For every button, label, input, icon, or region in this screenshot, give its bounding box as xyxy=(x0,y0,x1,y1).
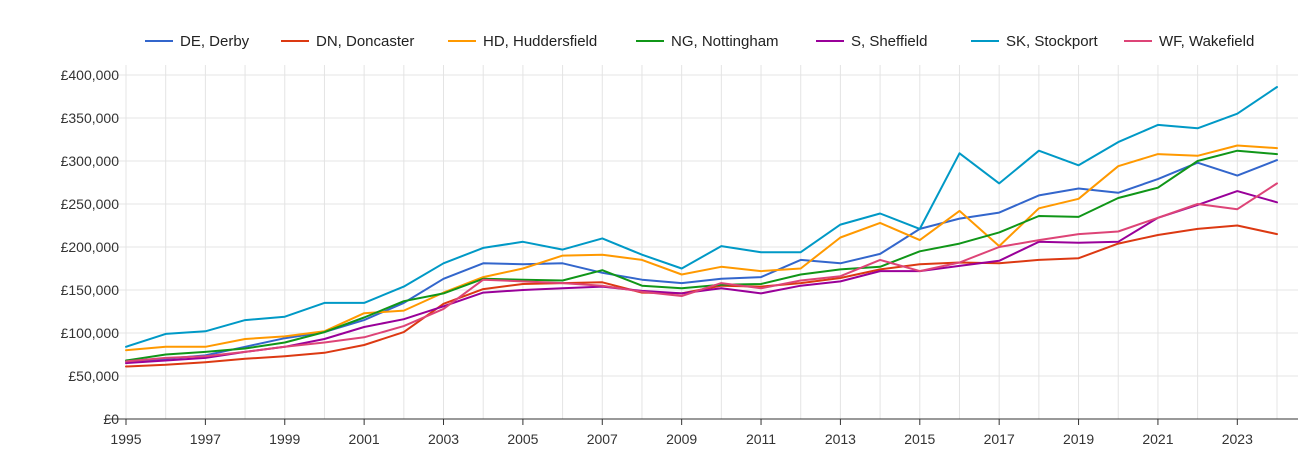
series-lines xyxy=(125,86,1278,368)
series-line-3 xyxy=(125,149,1278,362)
legend-label: SK, Stockport xyxy=(1006,33,1099,50)
x-tick-label: 2007 xyxy=(587,431,618,447)
y-axis: £0£50,000£100,000£150,000£200,000£250,00… xyxy=(61,67,120,427)
x-tick-label: 2005 xyxy=(507,431,538,447)
x-tick-label: 2003 xyxy=(428,431,459,447)
legend-item: DE, Derby xyxy=(145,33,250,50)
y-tick-label: £100,000 xyxy=(61,325,120,341)
y-tick-label: £200,000 xyxy=(61,239,120,255)
legend-item: SK, Stockport xyxy=(971,33,1099,50)
legend-label: DN, Doncaster xyxy=(316,33,414,50)
series-line-4 xyxy=(125,190,1278,365)
series-line-6 xyxy=(125,182,1278,363)
series-line-0 xyxy=(125,159,1278,363)
legend-label: S, Sheffield xyxy=(851,33,927,50)
series-line-5 xyxy=(125,86,1278,348)
legend-item: S, Sheffield xyxy=(816,33,927,50)
legend-label: DE, Derby xyxy=(180,33,250,50)
legend-item: NG, Nottingham xyxy=(636,33,779,50)
legend-label: NG, Nottingham xyxy=(671,33,779,50)
gridlines xyxy=(106,65,1298,419)
x-tick-label: 2011 xyxy=(746,431,776,447)
x-tick-label: 2015 xyxy=(904,431,935,447)
x-tick-label: 2023 xyxy=(1222,431,1253,447)
x-tick-label: 2017 xyxy=(984,431,1015,447)
y-tick-label: £150,000 xyxy=(61,282,120,298)
x-tick-label: 1995 xyxy=(110,431,141,447)
x-tick-label: 2001 xyxy=(349,431,380,447)
legend-label: WF, Wakefield xyxy=(1159,33,1254,50)
y-tick-label: £300,000 xyxy=(61,153,120,169)
series-line-2 xyxy=(125,144,1278,352)
y-tick-label: £400,000 xyxy=(61,67,120,83)
legend-item: HD, Huddersfield xyxy=(448,33,597,50)
y-tick-label: £350,000 xyxy=(61,110,120,126)
legend-label: HD, Huddersfield xyxy=(483,33,597,50)
x-axis: 1995 1997 1999 2001 2003 2005 2007 2009 2011 2013… xyxy=(106,418,1298,447)
legend-item: DN, Doncaster xyxy=(281,33,414,50)
y-tick-label: £250,000 xyxy=(61,196,120,212)
x-tick-label: 2019 xyxy=(1063,431,1094,447)
x-tick-label: 2021 xyxy=(1142,431,1173,447)
x-tick-label: 1999 xyxy=(269,431,300,447)
x-tick-label: 2009 xyxy=(666,431,697,447)
x-tick-label: 2013 xyxy=(825,431,856,447)
y-tick-label: £50,000 xyxy=(68,368,119,384)
legend-item: WF, Wakefield xyxy=(1124,33,1254,50)
legend: DE, Derby DN, Doncaster HD, Huddersfield NG… xyxy=(145,33,1254,50)
x-tick-label: 1997 xyxy=(190,431,221,447)
